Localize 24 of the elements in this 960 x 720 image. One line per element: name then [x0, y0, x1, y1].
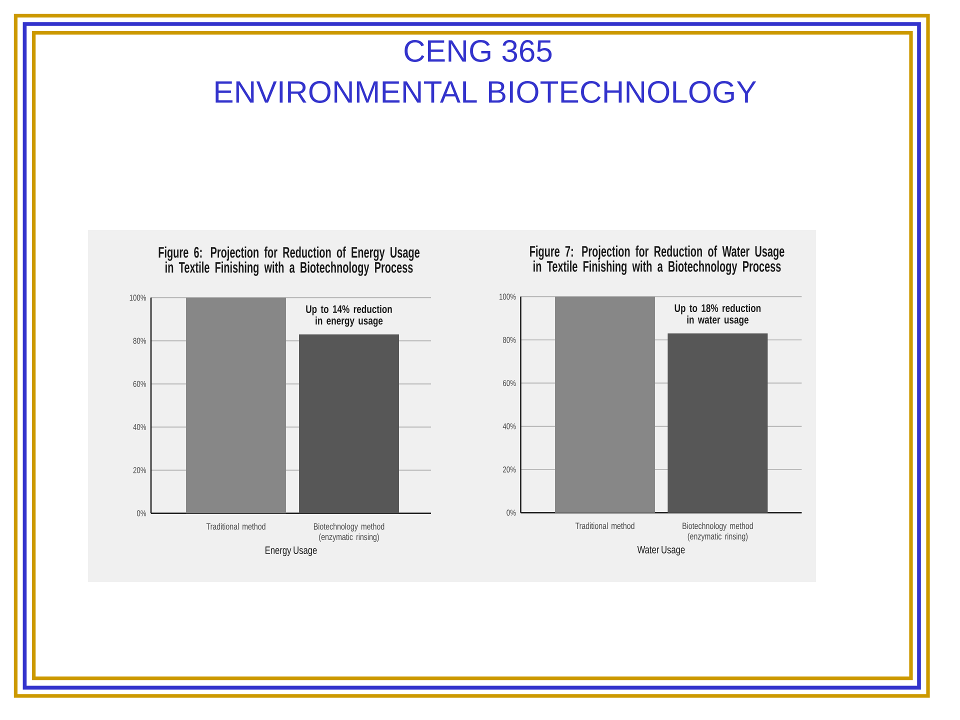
x-tick-label: Biotechnology method (enzymatic rinsing): [682, 522, 753, 542]
x-tick-label: Biotechnology method (enzymatic rinsing): [314, 522, 384, 542]
y-tick-label: 40%: [133, 424, 146, 430]
y-tick-label: 0%: [506, 510, 516, 516]
y-tick-label: 0%: [136, 510, 146, 516]
annotation: Up to 18% reduction in water usage: [674, 304, 761, 326]
y-tick-label: 40%: [502, 423, 516, 430]
x-axis-title: Water Usage: [637, 546, 685, 556]
annotation: Up to 14% reduction in energy usage: [306, 304, 392, 327]
y-tick-label: 100%: [500, 294, 516, 300]
x-axis-title: Energy Usage: [266, 546, 317, 556]
text: ENVIRONMENTAL BIOTECHNOLOGY: [216, 81, 756, 103]
chart-title: Figure 6: Projection for Reduction of Energy Usage in Textile Finishing with a Biotechnology Process: [158, 246, 420, 276]
y-tick-label: 20%: [503, 466, 516, 472]
text: CENG 365: [404, 40, 552, 62]
x-tick-label: Traditional method: [575, 522, 634, 530]
x-tick-label: Traditional method: [206, 522, 266, 530]
y-tick-label: 60%: [133, 380, 146, 387]
y-tick-label: 20%: [133, 467, 146, 474]
y-tick-label: 100%: [130, 294, 146, 301]
y-tick-label: 80%: [503, 336, 516, 343]
chart-title: Figure 7: Projection for Reduction of Water Usage in Textile Finishing with a Biotechnology Process: [530, 246, 784, 275]
y-tick-label: 80%: [133, 338, 146, 344]
y-tick-label: 60%: [503, 380, 516, 386]
